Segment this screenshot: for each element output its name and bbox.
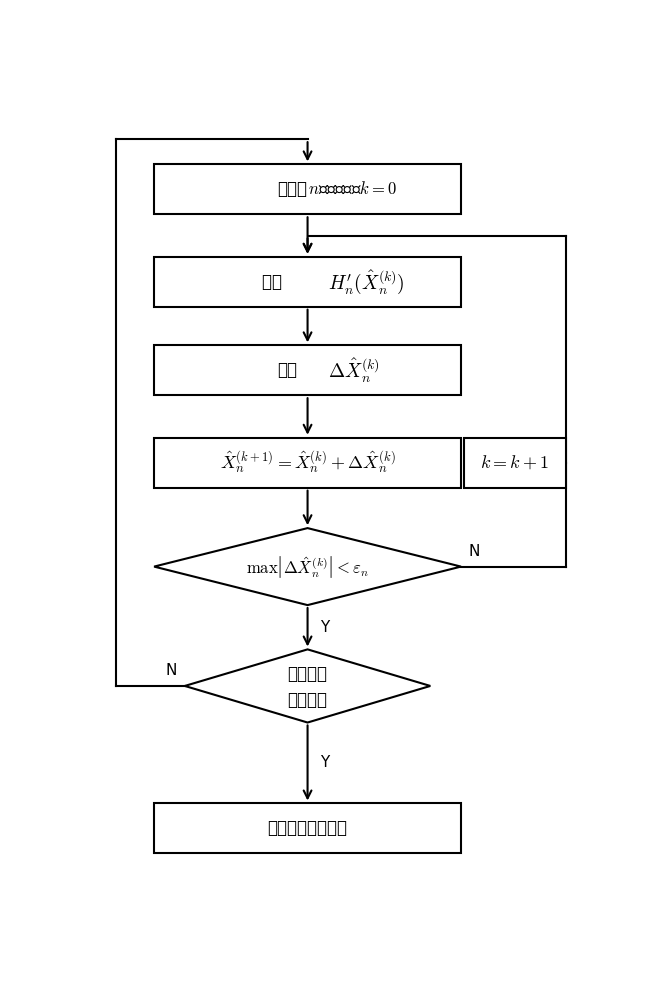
Text: 是否遍历: 是否遍历	[288, 665, 327, 683]
Text: $\Delta\hat{X}_n^{(k)}$: $\Delta\hat{X}_n^{(k)}$	[328, 356, 379, 385]
Text: $n$，迭代变量$k=0$: $n$，迭代变量$k=0$	[308, 180, 396, 198]
Text: N: N	[166, 663, 177, 678]
Text: $\hat{X}_n^{(k+1)} = \hat{X}_n^{(k)} + \Delta\hat{X}_n^{(k)}$: $\hat{X}_n^{(k+1)} = \hat{X}_n^{(k)} + \…	[220, 450, 395, 476]
Text: 计算: 计算	[277, 361, 297, 379]
Text: 返回状态估计结果: 返回状态估计结果	[267, 819, 348, 837]
FancyBboxPatch shape	[463, 438, 566, 488]
FancyBboxPatch shape	[154, 438, 461, 488]
Text: 计算: 计算	[262, 273, 287, 291]
Text: $H_n'(\hat{X}_n^{(k)})$: $H_n'(\hat{X}_n^{(k)})$	[328, 268, 405, 296]
Text: 所有分区: 所有分区	[288, 691, 327, 709]
FancyBboxPatch shape	[154, 803, 461, 853]
Text: Y: Y	[320, 620, 329, 635]
Polygon shape	[154, 528, 461, 605]
Text: N: N	[469, 544, 480, 559]
FancyBboxPatch shape	[154, 345, 461, 395]
Text: 设分区: 设分区	[278, 180, 308, 198]
Text: $k=k+1$: $k=k+1$	[480, 454, 549, 472]
FancyBboxPatch shape	[154, 164, 461, 214]
FancyBboxPatch shape	[154, 257, 461, 307]
Polygon shape	[185, 649, 430, 723]
Text: Y: Y	[320, 755, 329, 770]
Text: $\mathrm{max}\left|\Delta\hat{X}_n^{(k)}\right| < \varepsilon_n$: $\mathrm{max}\left|\Delta\hat{X}_n^{(k)}…	[246, 554, 369, 580]
